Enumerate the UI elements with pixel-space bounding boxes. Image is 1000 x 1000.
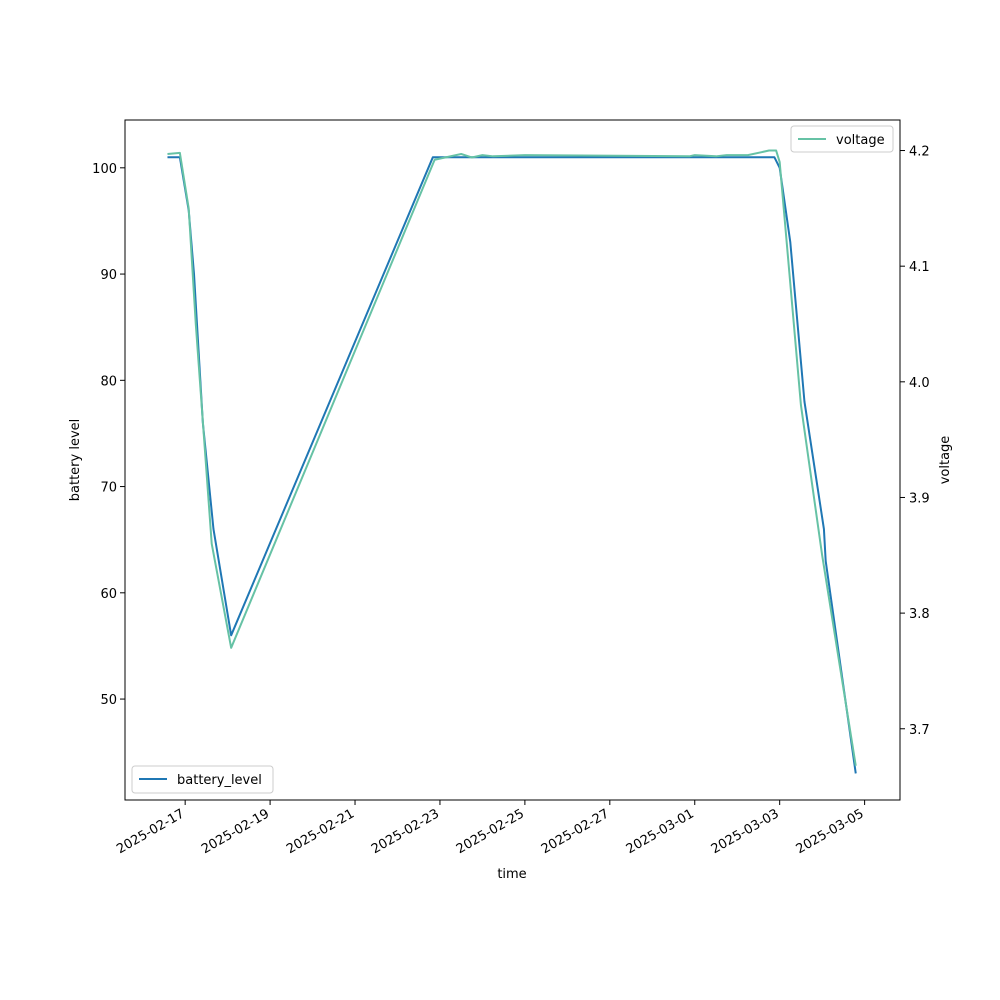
legend-voltage-box	[790, 125, 894, 153]
x-axis-label: time	[497, 867, 526, 882]
y-axis-right: 3.7 3.8 3.9 4.0 4.1 4.2	[900, 145, 930, 738]
plot-frame	[124, 119, 901, 801]
y-left-tick-label: 50	[100, 693, 117, 708]
legend-battery-box	[131, 765, 274, 794]
legend-voltage: voltage	[790, 125, 894, 153]
series-layer	[167, 149, 857, 774]
y-axis-right-label: voltage	[938, 436, 953, 485]
y-right-tick-label: 3.7	[909, 723, 930, 738]
y-right-tick-label: 4.2	[909, 145, 930, 160]
y-left-tick-label: 90	[100, 268, 117, 283]
y-left-tick-label: 70	[100, 481, 117, 496]
y-axis-left-label: battery level	[68, 419, 83, 502]
series-line-voltage	[167, 149, 857, 766]
y-left-tick-label: 100	[92, 162, 117, 177]
plot-area	[125, 120, 900, 800]
legend-battery-label: battery_level	[177, 773, 262, 788]
y-right-tick-label: 3.8	[909, 607, 930, 622]
y-left-tick-label: 80	[100, 374, 117, 389]
y-axis-left: 50 60 70 80 90 100	[92, 162, 125, 708]
y-left-tick-label: 60	[100, 587, 117, 602]
legend-battery: battery_level	[131, 765, 274, 794]
y-right-tick-label: 4.1	[909, 260, 930, 275]
legend-voltage-label: voltage	[836, 133, 885, 148]
y-right-tick-label: 4.0	[909, 376, 930, 391]
y-right-tick-label: 3.9	[909, 491, 930, 506]
